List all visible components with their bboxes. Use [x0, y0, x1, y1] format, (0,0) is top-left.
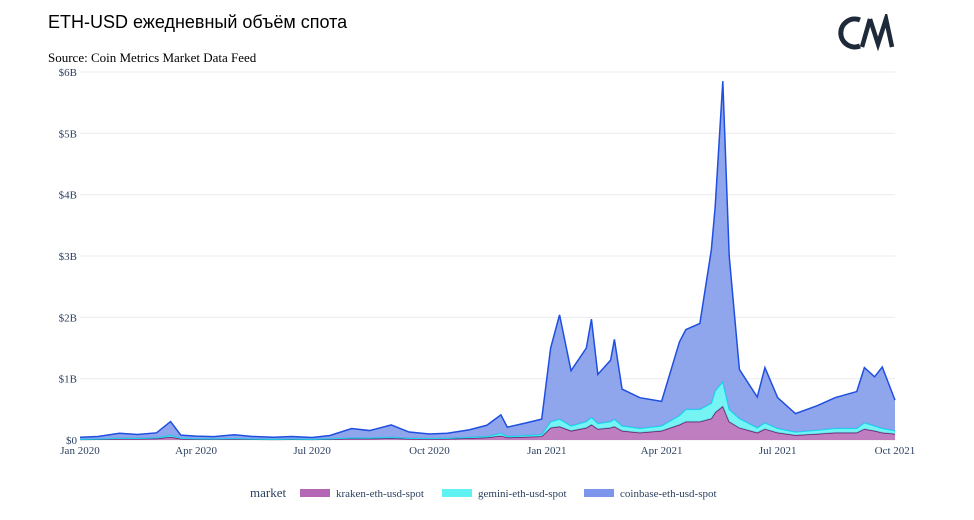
y-tick-label: $2B: [59, 312, 77, 324]
y-tick-label: $6B: [59, 67, 77, 79]
area-coinbase-eth-usd-spot: [80, 81, 895, 440]
chart-title: ETH-USD ежедневный объём спота: [48, 12, 348, 32]
legend-label-coinbase-eth-usd-spot: coinbase-eth-usd-spot: [620, 488, 717, 500]
y-tick-label: $1B: [59, 374, 77, 386]
legend-swatch-coinbase-eth-usd-spot: [584, 489, 614, 497]
legend-swatch-kraken-eth-usd-spot: [300, 489, 330, 497]
legend-swatch-gemini-eth-usd-spot: [442, 489, 472, 497]
y-tick-label: $4B: [59, 190, 77, 202]
x-tick-label: Oct 2021: [875, 445, 916, 457]
x-tick-label: Jan 2020: [60, 445, 100, 457]
y-tick-label: $0: [66, 435, 78, 447]
legend-label-kraken-eth-usd-spot: kraken-eth-usd-spot: [336, 488, 424, 500]
area-kraken-eth-usd-spot: [80, 406, 895, 440]
area-gemini-eth-usd-spot: [80, 381, 895, 440]
coin-metrics-logo: [838, 14, 895, 52]
y-tick-label: $5B: [59, 128, 77, 140]
legend-label-gemini-eth-usd-spot: gemini-eth-usd-spot: [478, 488, 567, 500]
line-coinbase-eth-usd-spot: [79, 81, 896, 439]
x-tick-label: Apr 2021: [641, 445, 683, 457]
x-tick-label: Jul 2020: [293, 445, 331, 457]
x-tick-label: Jan 2021: [527, 445, 566, 457]
chart-source: Source: Coin Metrics Market Data Feed: [48, 50, 257, 65]
y-tick-label: $3B: [59, 251, 77, 263]
x-tick-label: Jul 2021: [759, 445, 797, 457]
x-tick-label: Apr 2020: [175, 445, 217, 457]
x-tick-label: Oct 2020: [409, 445, 450, 457]
legend-title: market: [250, 485, 286, 500]
